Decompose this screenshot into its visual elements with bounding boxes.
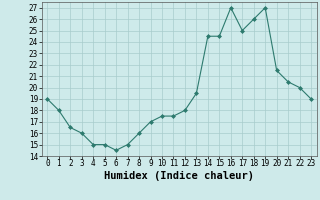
X-axis label: Humidex (Indice chaleur): Humidex (Indice chaleur): [104, 171, 254, 181]
